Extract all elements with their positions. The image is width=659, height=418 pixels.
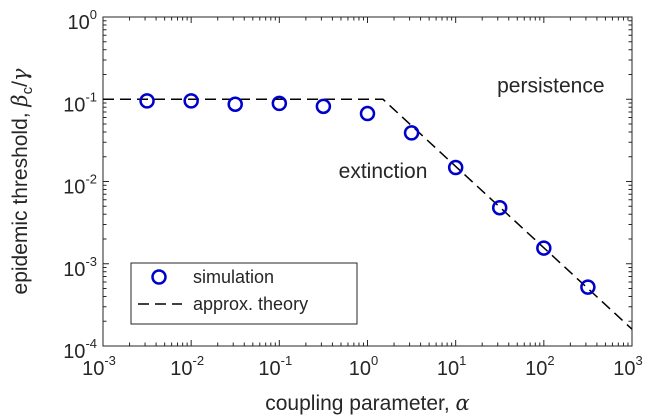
x-axis-label: coupling parameter, α — [265, 391, 469, 415]
series-layer — [103, 93, 633, 330]
legend-box — [130, 262, 358, 325]
data-point-simulation — [139, 93, 155, 109]
x-tick-labels: 10-3 10-2 10-1 100 101 102 103 — [82, 353, 643, 380]
annotation-extinction: extinction — [339, 160, 428, 183]
x-tick-label: 103 — [613, 353, 642, 380]
data-point-simulation — [491, 199, 508, 216]
data-point-simulation — [536, 240, 552, 256]
x-tick-label: 102 — [525, 353, 554, 380]
data-point-simulation — [447, 159, 464, 176]
y-axis-label: epidemic threshold, βc/γ — [8, 68, 36, 294]
y-tick-label: 10-2 — [63, 172, 97, 199]
y-tick-label: 10-1 — [63, 89, 97, 116]
data-point-simulation — [359, 105, 376, 122]
y-tick-label: 10-4 — [63, 336, 97, 363]
data-point-simulation — [315, 98, 332, 115]
legend-label-simulation: simulation — [193, 267, 274, 287]
annotations: persistence extinction — [339, 75, 605, 183]
data-point-simulation — [580, 279, 596, 295]
x-tick-label: 100 — [349, 353, 378, 380]
x-tick-label: 10-1 — [258, 353, 292, 380]
x-tick-label: 10-2 — [170, 353, 204, 380]
legend-label-theory: approx. theory — [193, 294, 308, 314]
y-tick-label: 10-3 — [63, 254, 97, 281]
y-tick-labels: 10-4 10-3 10-2 10-1 100 — [63, 7, 97, 363]
tick-marks — [102, 16, 633, 347]
data-point-simulation — [227, 96, 243, 112]
x-tick-label: 10-3 — [82, 353, 116, 380]
data-point-simulation — [271, 95, 288, 112]
legend-marker-simulation — [151, 269, 167, 285]
data-point-simulation — [183, 93, 199, 109]
x-tick-label: 101 — [437, 353, 466, 380]
y-tick-label: 100 — [68, 7, 97, 34]
legend: simulation approx. theory — [130, 262, 358, 325]
data-point-simulation — [403, 125, 420, 141]
annotation-persistence: persistence — [497, 75, 604, 98]
